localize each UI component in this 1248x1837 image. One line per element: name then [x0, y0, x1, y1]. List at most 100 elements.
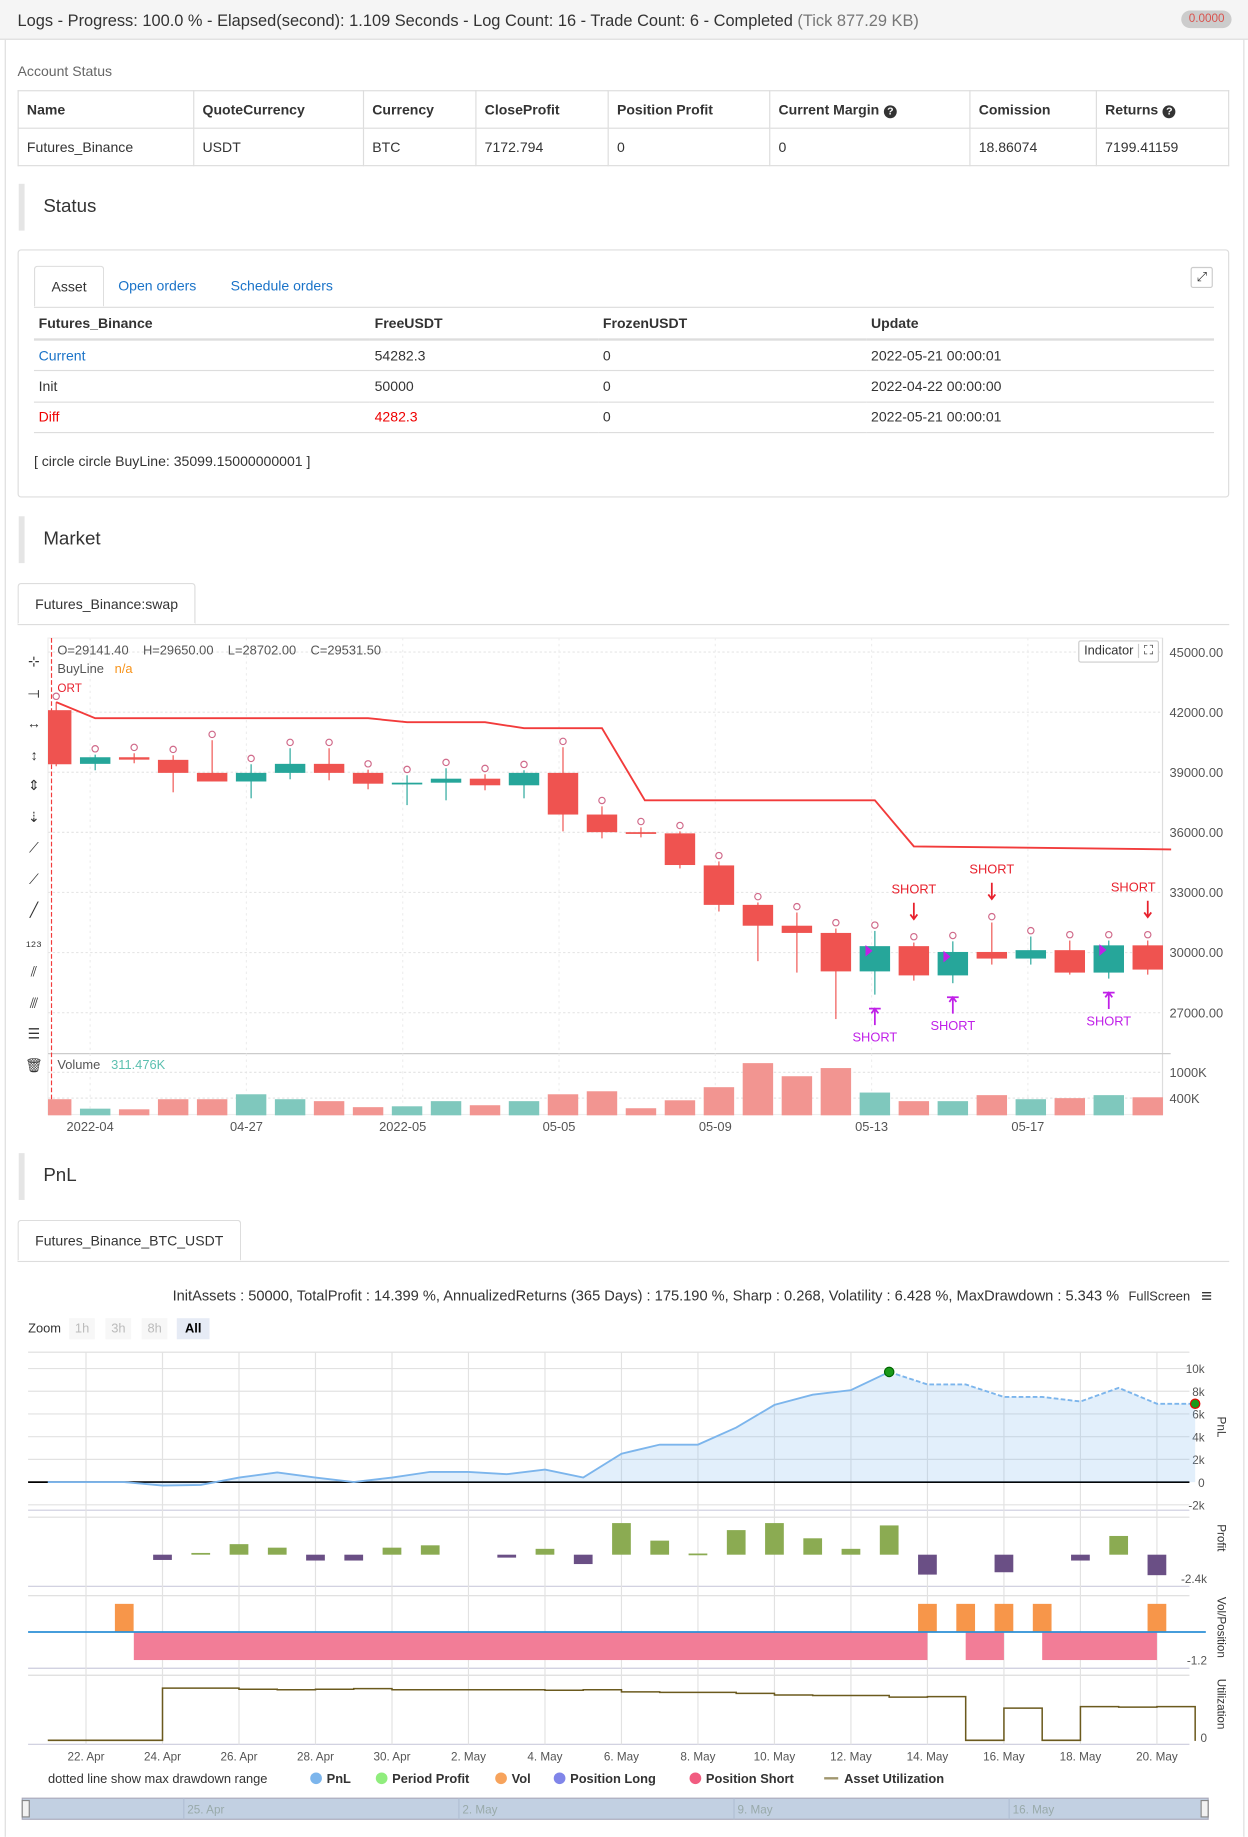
price-marker — [910, 932, 918, 941]
vol-bar — [114, 1603, 134, 1632]
profit-bar — [726, 1530, 746, 1555]
candle-body — [235, 772, 267, 782]
date-tick-label: 14. May — [907, 1751, 949, 1764]
tab-schedule-orders[interactable]: Schedule orders — [230, 277, 333, 294]
price-marker — [247, 754, 255, 763]
menu-icon[interactable]: ≡ — [1201, 1286, 1213, 1307]
volume-bar — [820, 1068, 852, 1116]
price-marker — [403, 765, 411, 774]
trash-icon[interactable]: 🗑 — [25, 1056, 43, 1073]
profit-bar — [650, 1540, 670, 1555]
expand-icon[interactable]: ⤢ — [1190, 266, 1213, 288]
price-marker — [598, 796, 606, 805]
volume-bar — [742, 1063, 774, 1116]
indicator-button[interactable]: Indicator ⛶ — [1078, 640, 1159, 663]
zoom-1h-button[interactable]: 1h — [69, 1318, 96, 1340]
pane-label: Utilization — [1215, 1679, 1228, 1730]
volume-tick-label: 1000K — [1170, 1065, 1208, 1080]
date-tick-label: 12. May — [830, 1751, 872, 1764]
parallel-channel-icon[interactable]: ⫽ — [30, 963, 38, 980]
price-marker — [1066, 930, 1074, 939]
entry-flag-icon — [865, 944, 873, 957]
price-marker — [1027, 926, 1035, 935]
pnl-chart[interactable]: 22. Apr 24. Apr 26. Apr 28. Apr 30. Apr 2. Ma… — [0, 1346, 1248, 1837]
short-signal-label: SHORT — [969, 861, 1014, 876]
cell: Diff — [33, 401, 370, 434]
navigator-right-handle[interactable] — [1200, 1799, 1209, 1818]
candle-body — [664, 833, 696, 866]
fullscreen-button[interactable]: FullScreen — [1128, 1290, 1191, 1305]
price-marker — [832, 918, 840, 927]
crosshair-icon[interactable]: ⊹ — [28, 653, 40, 670]
price-tick-label: 39000.00 — [1170, 765, 1224, 780]
price-marker — [715, 851, 723, 860]
price-tick-label: 45000.00 — [1170, 645, 1224, 660]
legend-symbol — [375, 1772, 388, 1785]
price-marker — [559, 737, 567, 746]
profit-bar — [765, 1523, 784, 1555]
close-value: C=29531.50 — [310, 643, 382, 658]
date-tick-label: 22. Apr — [67, 1751, 104, 1764]
log-header-bar: Logs - Progress: 100.0 % - Elapsed(secon… — [0, 0, 1248, 40]
vertical-segment-icon[interactable]: ⇕ — [28, 777, 40, 794]
tab-open-orders[interactable]: Open orders — [118, 277, 197, 294]
candle-body — [898, 946, 930, 976]
navigator-left-handle[interactable] — [21, 1799, 30, 1818]
status-panel — [17, 249, 1230, 498]
cell: Init — [33, 370, 370, 403]
price-marker — [481, 764, 489, 773]
pitchfork-icon[interactable]: ⫻ — [29, 994, 39, 1011]
volume-bar — [898, 1101, 930, 1116]
vol-bar — [1032, 1603, 1052, 1632]
price-marker — [325, 738, 333, 747]
date-tick-label: 20. May — [1136, 1751, 1178, 1764]
help-icon[interactable]: ? — [883, 104, 897, 118]
vertical-ray-icon[interactable]: ⇣ — [28, 808, 40, 825]
log-title: Logs - Progress: 100.0 % - Elapsed(secon… — [17, 10, 919, 30]
candlestick-chart[interactable]: 45000.00 42000.00 39000.00 36000.00 33000.00… — [0, 632, 1248, 1147]
trend-line-icon[interactable]: ⟋ — [29, 839, 39, 856]
date-tick-label: 8. May — [680, 1751, 715, 1764]
arrow-up-icon — [946, 995, 959, 1014]
tab-pnl-pair[interactable]: Futures_Binance_BTC_USDT — [17, 1219, 241, 1261]
volume-bar — [196, 1099, 228, 1116]
horizontal-ray-icon[interactable]: ⟞ — [28, 684, 40, 701]
tab-asset[interactable]: Asset — [33, 265, 105, 307]
help-icon[interactable]: ? — [1162, 104, 1176, 118]
navigator-tick-label: 16. May — [1013, 1803, 1055, 1816]
date-tick-label: 30. Apr — [373, 1751, 410, 1764]
ray-line-icon[interactable]: ⟋ — [29, 870, 39, 887]
zoom-3h-button[interactable]: 3h — [105, 1318, 132, 1340]
col-positionprofit: Position Profit — [607, 90, 771, 129]
col-frozen: FrozenUSDT — [598, 307, 867, 341]
cell: 54282.3 — [369, 339, 599, 372]
horizontal-line-icon[interactable]: ↔ — [26, 715, 41, 732]
legend-symbol — [553, 1772, 566, 1785]
tab-divider — [17, 1260, 1230, 1263]
fib-levels-icon[interactable]: ☰ — [27, 1025, 41, 1042]
table-row: Diff 4282.3 0 2022-05-21 00:00:01 — [33, 401, 1215, 434]
buyline-legend: BuyLine n/a — [57, 662, 133, 677]
cell: 2022-04-22 00:00:00 — [866, 370, 1215, 403]
price-label-icon[interactable]: ₁₂₃ — [25, 932, 42, 949]
price-marker — [442, 758, 450, 767]
volume-bar — [586, 1091, 618, 1116]
date-tick-label: 10. May — [754, 1751, 796, 1764]
price-marker — [871, 921, 879, 929]
candle-body — [274, 763, 306, 773]
legend-symbol — [689, 1772, 702, 1785]
tab-market-swap[interactable]: Futures_Binance:swap — [17, 583, 196, 624]
fullscreen-icon[interactable]: ⛶ — [1138, 643, 1158, 658]
pnl-section-header: PnL — [18, 1153, 1230, 1200]
navigator-tick-label: 2. May — [462, 1803, 497, 1816]
volume-bar — [976, 1095, 1008, 1116]
table-row: Init 50000 0 2022-04-22 00:00:00 — [33, 370, 1215, 403]
zoom-8h-button[interactable]: 8h — [141, 1318, 168, 1340]
volume-bar — [313, 1101, 345, 1116]
zoom-all-button[interactable]: All — [176, 1318, 210, 1340]
profit-bar — [688, 1553, 708, 1556]
vertical-line-icon[interactable]: ↕ — [30, 746, 38, 763]
clipped-signal-label: ORT — [57, 682, 82, 696]
volume-bar — [235, 1094, 267, 1116]
extended-line-icon[interactable]: ╱ — [29, 901, 39, 918]
